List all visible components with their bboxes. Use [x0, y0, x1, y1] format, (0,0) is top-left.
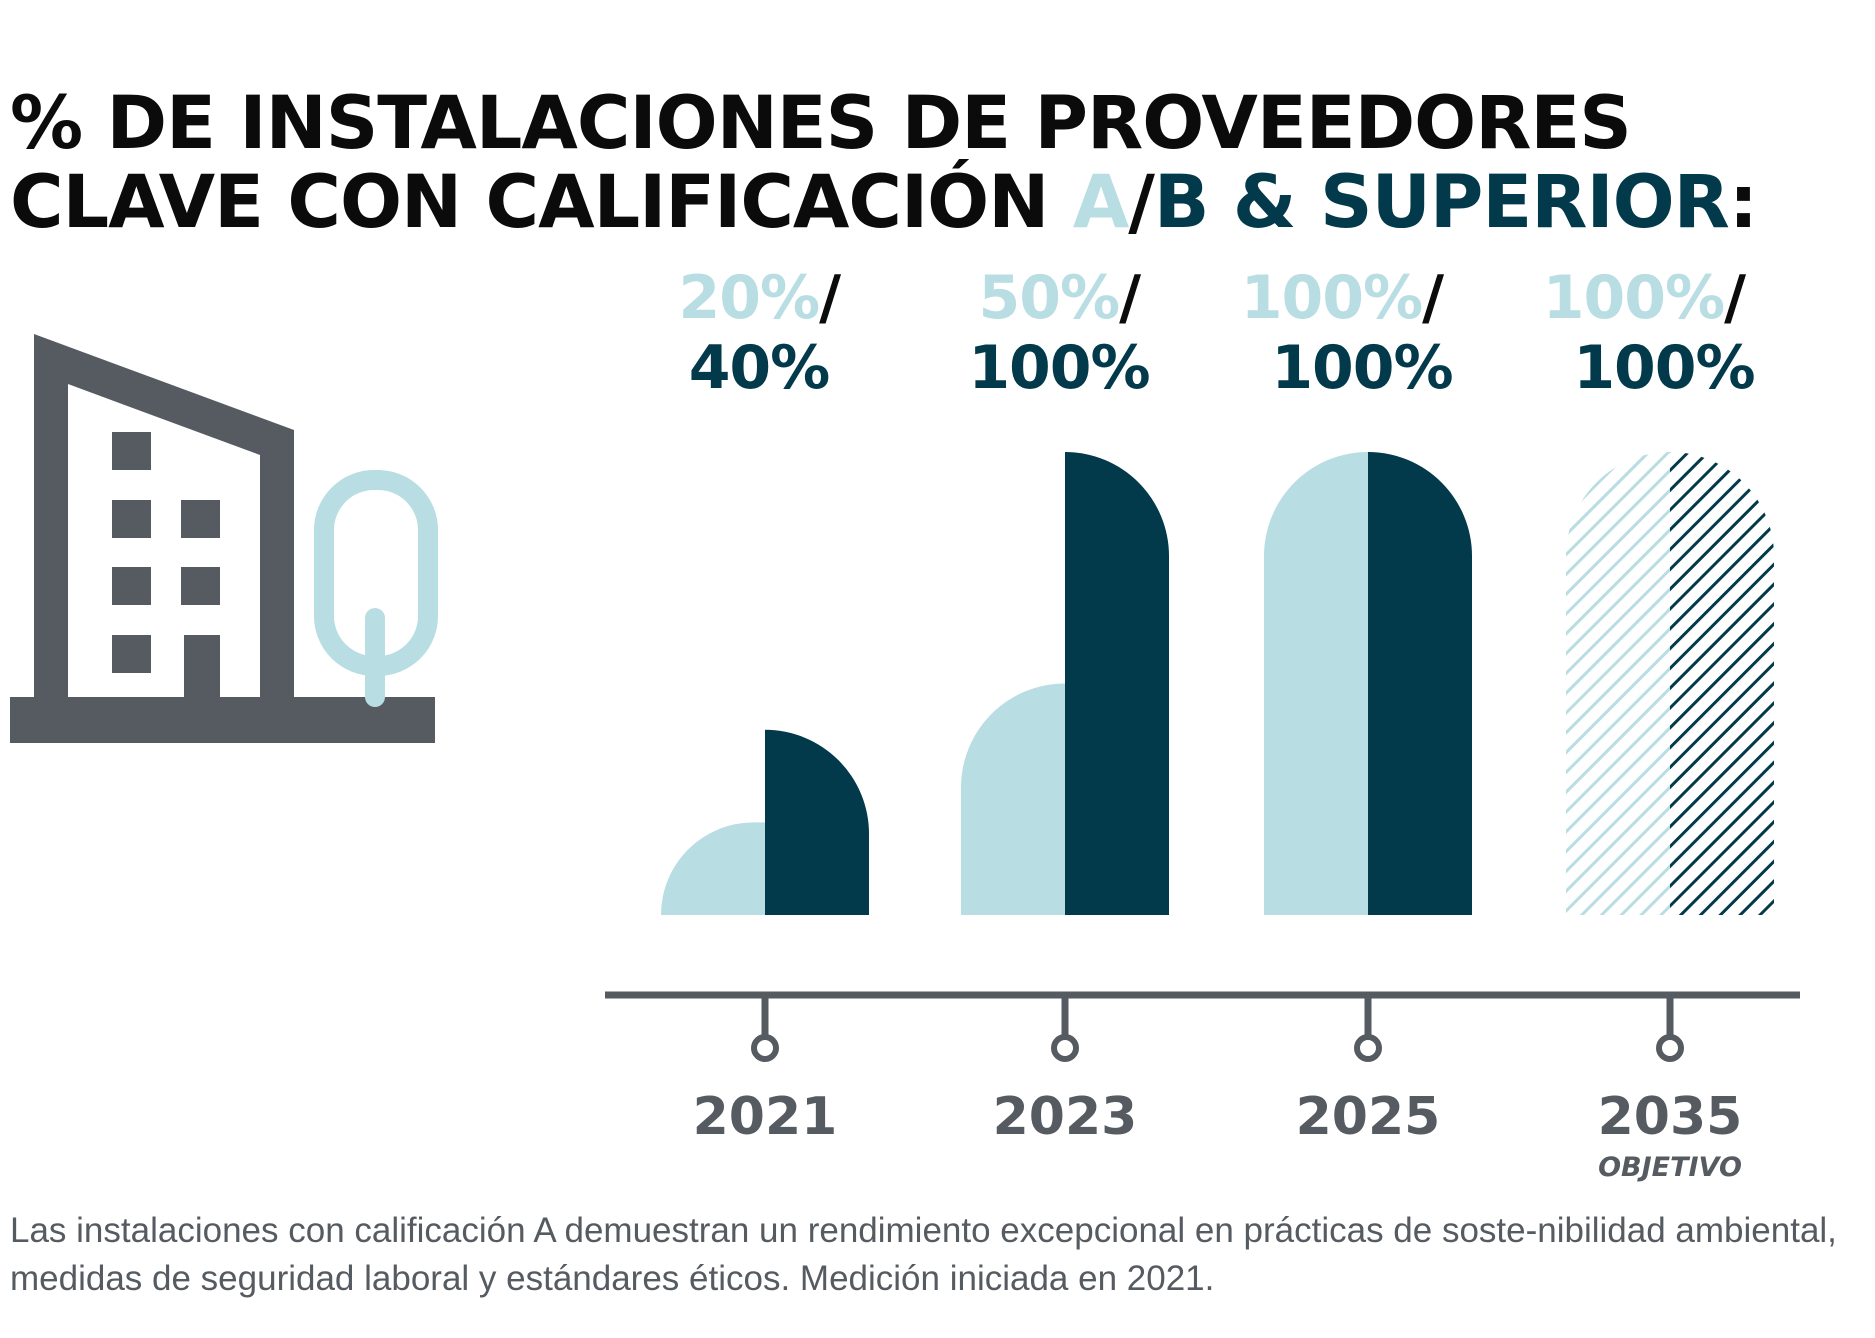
bar-a-2021 — [661, 822, 765, 915]
timeline-node-2023 — [1051, 1034, 1079, 1062]
building-door — [184, 635, 220, 697]
timeline-node-2021 — [751, 1034, 779, 1062]
title-rating-b: B & SUPERIOR — [1153, 160, 1730, 245]
value-label-2035: 100%/ — [1543, 263, 1746, 333]
value-label-2025: 100%/ — [1241, 263, 1444, 333]
year-label-2025: 2025 — [1296, 1087, 1441, 1147]
building-window — [181, 567, 220, 605]
title-colon: : — [1728, 160, 1758, 245]
building-window — [112, 432, 151, 470]
bar-b-2035 — [1670, 452, 1774, 915]
bar-a-2025 — [1264, 452, 1368, 915]
value-label-a-2021: 20% — [678, 263, 819, 333]
value-label-a-2023: 50% — [978, 263, 1119, 333]
tree-icon — [314, 470, 438, 707]
value-label-2023: 50%/ — [978, 263, 1141, 333]
year-label-2023: 2023 — [993, 1087, 1138, 1147]
value-label-a-2025: 100% — [1241, 263, 1422, 333]
value-label-b-2021: 40% — [689, 333, 830, 403]
bar-marks — [661, 452, 1774, 915]
building-with-tree-icon — [10, 334, 438, 743]
value-label-separator-2025: / — [1422, 263, 1444, 333]
chart-caption: Las instalaciones con calificación A dem… — [10, 1211, 1837, 1298]
year-label-2021: 2021 — [693, 1087, 838, 1147]
title-line-2-prefix: CLAVE CON CALIFICACIÓN — [10, 160, 1073, 245]
title-slash: / — [1128, 160, 1155, 245]
bar-a-2023 — [961, 683, 1065, 915]
building-window — [112, 635, 151, 673]
value-label-b-2023: 100% — [968, 333, 1149, 403]
timeline-node-2025 — [1354, 1034, 1382, 1062]
building-window — [181, 500, 220, 538]
bar-b-2025 — [1368, 452, 1472, 915]
value-label-separator-2035: / — [1724, 263, 1746, 333]
title-rating-a: A — [1072, 160, 1129, 245]
timeline-node-2035 — [1656, 1034, 1684, 1062]
bar-a-2035 — [1566, 452, 1670, 915]
year-label-2035: 2035 — [1598, 1087, 1743, 1147]
building-window — [112, 567, 151, 605]
title-line-1: % DE INSTALACIONES DE PROVEEDORES — [10, 81, 1632, 166]
value-labels: 20%/40%50%/100%100%/100%100%/100% — [678, 263, 1755, 403]
year-labels: 2021 2023 2025 2035 OBJETIVO — [693, 1087, 1743, 1183]
value-label-a-2035: 100% — [1543, 263, 1724, 333]
value-label-2021: 20%/ — [678, 263, 841, 333]
building-icon — [34, 334, 294, 697]
building-ground — [10, 697, 435, 743]
timeline-ticks — [751, 995, 1684, 1062]
value-label-separator-2023: / — [1119, 263, 1141, 333]
value-label-b-2025: 100% — [1271, 333, 1452, 403]
year-note-2035: OBJETIVO — [1598, 1152, 1742, 1183]
building-window — [112, 500, 151, 538]
value-label-separator-2021: / — [819, 263, 841, 333]
bar-b-2023 — [1065, 452, 1169, 915]
bar-b-2021 — [765, 729, 869, 915]
value-label-b-2035: 100% — [1573, 333, 1754, 403]
chart-title: % DE INSTALACIONES DE PROVEEDORES CLAVE … — [10, 84, 1870, 242]
